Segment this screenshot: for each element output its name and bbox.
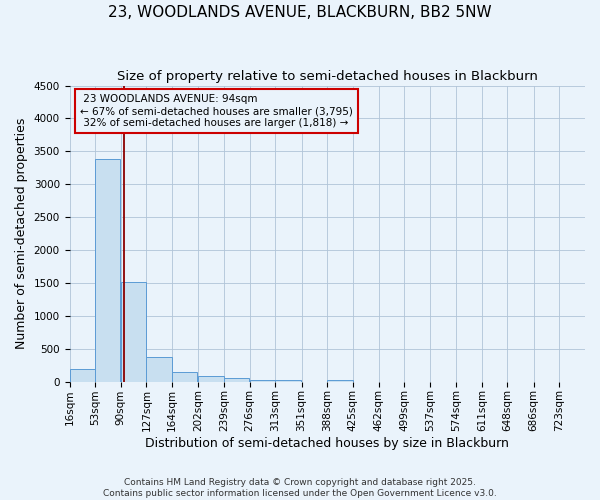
Bar xyxy=(250,380,275,382)
X-axis label: Distribution of semi-detached houses by size in Blackburn: Distribution of semi-detached houses by … xyxy=(145,437,509,450)
Bar xyxy=(146,356,172,382)
Bar xyxy=(275,380,301,382)
Bar xyxy=(121,282,146,382)
Bar xyxy=(224,378,250,382)
Text: Contains HM Land Registry data © Crown copyright and database right 2025.
Contai: Contains HM Land Registry data © Crown c… xyxy=(103,478,497,498)
Bar xyxy=(199,376,224,382)
Bar xyxy=(327,380,353,382)
Bar xyxy=(172,372,197,382)
Y-axis label: Number of semi-detached properties: Number of semi-detached properties xyxy=(15,118,28,350)
Bar xyxy=(95,160,121,382)
Text: 23, WOODLANDS AVENUE, BLACKBURN, BB2 5NW: 23, WOODLANDS AVENUE, BLACKBURN, BB2 5NW xyxy=(108,5,492,20)
Title: Size of property relative to semi-detached houses in Blackburn: Size of property relative to semi-detach… xyxy=(117,70,538,83)
Text: 23 WOODLANDS AVENUE: 94sqm
← 67% of semi-detached houses are smaller (3,795)
 32: 23 WOODLANDS AVENUE: 94sqm ← 67% of semi… xyxy=(80,94,353,128)
Bar xyxy=(70,369,95,382)
